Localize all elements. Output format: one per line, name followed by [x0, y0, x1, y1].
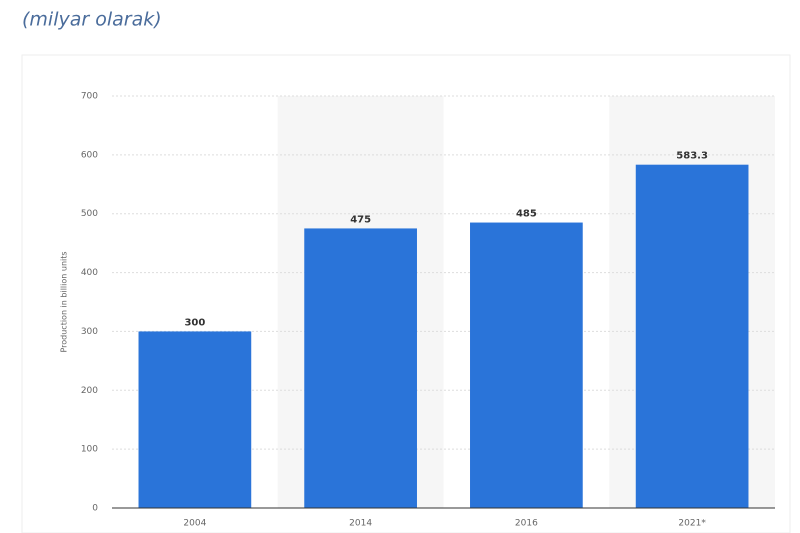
x-tick-label: 2004	[183, 519, 206, 529]
bar	[470, 222, 583, 509]
y-tick-label: 200	[81, 386, 98, 396]
value-label: 300	[184, 317, 205, 328]
value-label: 583.3	[676, 151, 708, 162]
bar	[304, 228, 417, 508]
y-tick-label: 600	[81, 150, 98, 160]
y-tick-label: 500	[81, 209, 98, 219]
value-label: 485	[516, 209, 537, 220]
x-tick-label: 2016	[515, 519, 538, 529]
x-tick-label: 2021*	[678, 519, 706, 529]
chart-title: (milyar olarak)	[22, 9, 162, 31]
y-axis-label: Production in billion units	[60, 251, 69, 352]
x-tick-label: 2014	[349, 519, 372, 529]
y-tick-label: 400	[81, 268, 98, 278]
bar	[635, 164, 749, 508]
y-tick-label: 100	[81, 445, 98, 455]
y-tick-label: 300	[81, 327, 98, 337]
y-tick-label: 0	[92, 504, 98, 514]
value-label: 475	[350, 214, 371, 225]
y-tick-label: 700	[81, 92, 98, 102]
bar	[138, 331, 252, 508]
